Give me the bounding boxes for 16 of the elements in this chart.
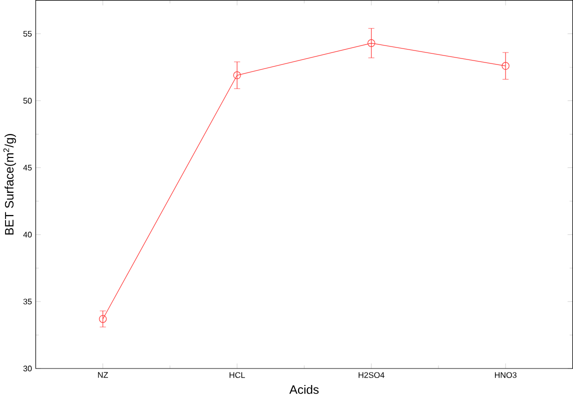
- y-axis-title: BET Surface(m$^{2}$/g): [3, 134, 16, 234]
- x-tick-label: H2SO4: [358, 372, 384, 378]
- y-tick-label: 50: [23, 98, 32, 104]
- y-tick-label: 30: [23, 366, 32, 372]
- y-tick-label: 40: [23, 232, 32, 238]
- point: [98, 314, 107, 323]
- point: [233, 71, 241, 79]
- x-tick-label: NZ: [98, 372, 108, 378]
- y-tick-label: 55: [23, 30, 32, 36]
- point: [502, 62, 510, 70]
- y-tick-label: 45: [23, 164, 32, 170]
- x-axis-title: Acids: [289, 384, 319, 394]
- y-tick-label: 35: [23, 298, 32, 304]
- point: [367, 39, 376, 47]
- x-tick-label: HCL: [230, 372, 245, 378]
- x-tick-label: HNO3: [494, 372, 516, 378]
